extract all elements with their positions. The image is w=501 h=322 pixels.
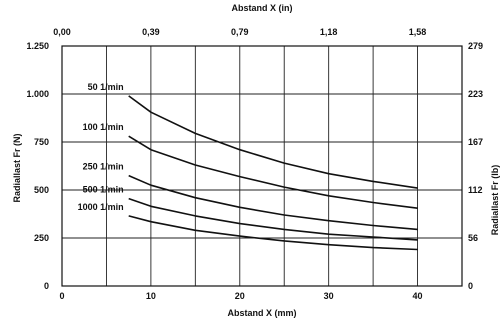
x-tick-label-bottom: 40 — [413, 291, 423, 301]
x-tick-label-bottom: 10 — [146, 291, 156, 301]
y-tick-label-right: 112 — [468, 185, 483, 195]
series-line — [128, 95, 418, 189]
y-tick-label-left: 250 — [34, 233, 49, 243]
x-tick-label-bottom: 20 — [235, 291, 245, 301]
series-lines: 50 1/min 100 1/min 250 1/min 500 1/min 1000 … — [78, 82, 418, 251]
y-tick-label-right: 56 — [468, 233, 478, 243]
series-line — [128, 135, 418, 209]
tick-labels: 0 10 20 30 40 0,00 0,39 0,79 1,18 1,58 0 250 500 750 1… — [26, 27, 483, 301]
series-line — [128, 197, 418, 241]
y-tick-label-right: 279 — [468, 41, 483, 51]
y-tick-label-left: 750 — [34, 137, 49, 147]
y-tick-label-left: 1.250 — [26, 41, 49, 51]
series-label: 1000 1/min — [78, 202, 124, 212]
series-line — [128, 215, 418, 251]
series-line — [128, 174, 418, 231]
x-axis-title-top: Abstand X (in) — [232, 3, 293, 13]
y-axis-title-right: Radiallast Fr (lb) — [490, 165, 500, 236]
y-tick-label-left: 0 — [44, 281, 49, 291]
y-tick-label-right: 223 — [468, 89, 483, 99]
y-tick-label-left: 500 — [34, 185, 49, 195]
y-axis-title-left: Radiallast Fr (N) — [12, 133, 22, 202]
series-label: 500 1/min — [83, 185, 124, 195]
x-tick-label-top: 1,58 — [409, 27, 427, 37]
x-tick-label-top: 0,00 — [53, 27, 71, 37]
x-tick-label-bottom: 30 — [324, 291, 334, 301]
y-tick-label-right: 0 — [468, 281, 473, 291]
x-tick-label-bottom: 0 — [59, 291, 64, 301]
series-label: 50 1/min — [88, 82, 124, 92]
x-axis-title-bottom: Abstand X (mm) — [227, 308, 296, 318]
x-tick-label-top: 0,79 — [231, 27, 249, 37]
y-tick-label-right: 167 — [468, 137, 483, 147]
series-label: 100 1/min — [83, 122, 124, 132]
x-tick-label-top: 1,18 — [320, 27, 338, 37]
x-tick-label-top: 0,39 — [142, 27, 160, 37]
plot-frame — [61, 45, 463, 287]
series-label: 250 1/min — [83, 162, 124, 172]
y-tick-label-left: 1.000 — [26, 89, 49, 99]
